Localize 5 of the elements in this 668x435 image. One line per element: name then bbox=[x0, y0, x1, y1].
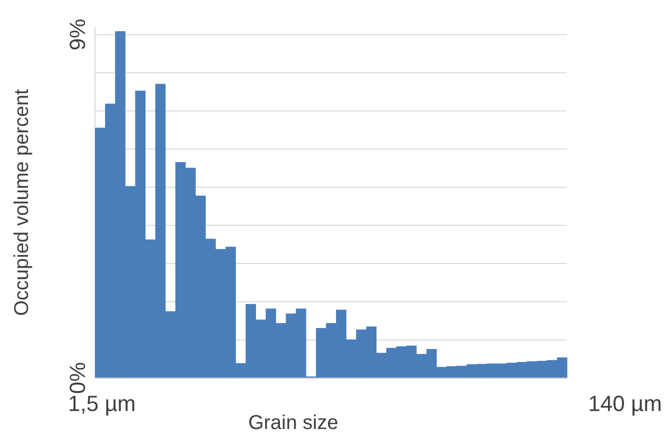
x-axis-title: Grain size bbox=[248, 412, 338, 434]
text: 140 µm bbox=[588, 391, 662, 416]
y-tick-label: 9% bbox=[65, 18, 90, 51]
y-tick-label: 0% bbox=[65, 362, 90, 394]
y-axis-title: Occupied volume percent bbox=[11, 88, 33, 316]
